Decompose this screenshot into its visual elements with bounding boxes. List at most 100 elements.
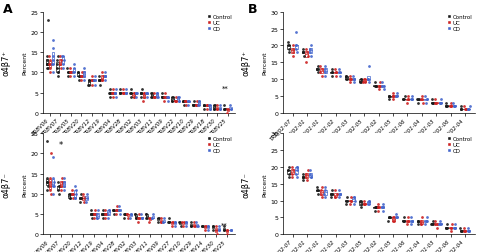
Point: [417, 222, 425, 226]
Point: [54, 188, 62, 192]
Point: [45, 63, 53, 67]
Point: [365, 202, 373, 206]
Point: [365, 81, 373, 85]
Point: [88, 212, 96, 216]
Bar: [82, 196, 84, 200]
Point: [286, 172, 294, 176]
Bar: [468, 230, 470, 231]
Point: [364, 78, 372, 82]
Point: [408, 222, 416, 226]
Point: [285, 48, 293, 52]
Point: [356, 78, 364, 82]
Point: [105, 208, 113, 212]
Point: [293, 175, 301, 179]
Point: [54, 75, 62, 79]
Point: [336, 74, 344, 78]
Point: [216, 107, 224, 111]
Point: [192, 220, 200, 224]
Point: [98, 79, 106, 83]
Bar: [348, 200, 352, 202]
Bar: [143, 93, 145, 98]
Point: [101, 75, 109, 79]
Point: [164, 95, 172, 99]
Point: [195, 99, 203, 103]
Point: [46, 63, 54, 67]
Point: [80, 79, 88, 83]
Point: [175, 99, 183, 103]
Point: [130, 91, 138, 95]
Point: [145, 216, 153, 220]
Point: [121, 212, 129, 216]
Point: [321, 64, 329, 68]
Bar: [132, 93, 134, 97]
Point: [300, 54, 308, 58]
Point: [327, 195, 335, 199]
Bar: [124, 214, 126, 215]
Point: [418, 94, 426, 99]
Point: [172, 99, 179, 103]
Point: [114, 204, 122, 208]
Point: [384, 94, 392, 99]
Point: [153, 91, 161, 95]
Point: [138, 216, 146, 220]
Point: [447, 105, 455, 109]
Point: [214, 107, 222, 111]
Point: [404, 219, 412, 223]
Point: [390, 215, 398, 219]
Point: [66, 196, 74, 200]
Bar: [316, 69, 319, 71]
Point: [372, 205, 380, 209]
Point: [392, 94, 400, 99]
Point: [132, 216, 140, 220]
Point: [390, 94, 398, 99]
Bar: [344, 76, 348, 80]
Bar: [198, 101, 200, 105]
Point: [110, 208, 118, 212]
Point: [142, 91, 150, 95]
Point: [85, 79, 93, 83]
Point: [143, 91, 151, 95]
Bar: [338, 72, 341, 74]
Point: [104, 212, 112, 216]
Point: [132, 95, 140, 99]
Point: [406, 215, 414, 219]
Point: [206, 107, 214, 111]
Bar: [192, 104, 194, 105]
Point: [66, 196, 74, 200]
Point: [380, 88, 388, 92]
Point: [350, 202, 358, 206]
Bar: [381, 86, 384, 87]
Point: [346, 199, 354, 203]
Point: [70, 71, 78, 75]
Point: [376, 84, 384, 88]
Bar: [108, 210, 110, 215]
Point: [70, 63, 78, 67]
Bar: [218, 228, 220, 230]
Point: [192, 103, 200, 107]
Point: [429, 222, 437, 226]
Point: [447, 226, 455, 230]
Point: [306, 169, 314, 173]
Point: [100, 208, 108, 212]
Bar: [160, 220, 162, 222]
Point: [176, 220, 184, 224]
Bar: [344, 200, 348, 202]
Bar: [150, 93, 152, 97]
Point: [292, 31, 300, 35]
Point: [414, 219, 422, 223]
Point: [422, 222, 430, 226]
Point: [370, 205, 378, 209]
Point: [300, 51, 308, 55]
Point: [356, 81, 364, 85]
Point: [321, 74, 329, 78]
Point: [138, 87, 146, 91]
Point: [292, 44, 300, 48]
Point: [80, 196, 88, 200]
Point: [164, 216, 172, 220]
Point: [124, 216, 132, 220]
Point: [70, 67, 78, 71]
Point: [314, 64, 322, 68]
Bar: [138, 217, 140, 219]
Bar: [136, 93, 138, 94]
Point: [306, 48, 314, 52]
